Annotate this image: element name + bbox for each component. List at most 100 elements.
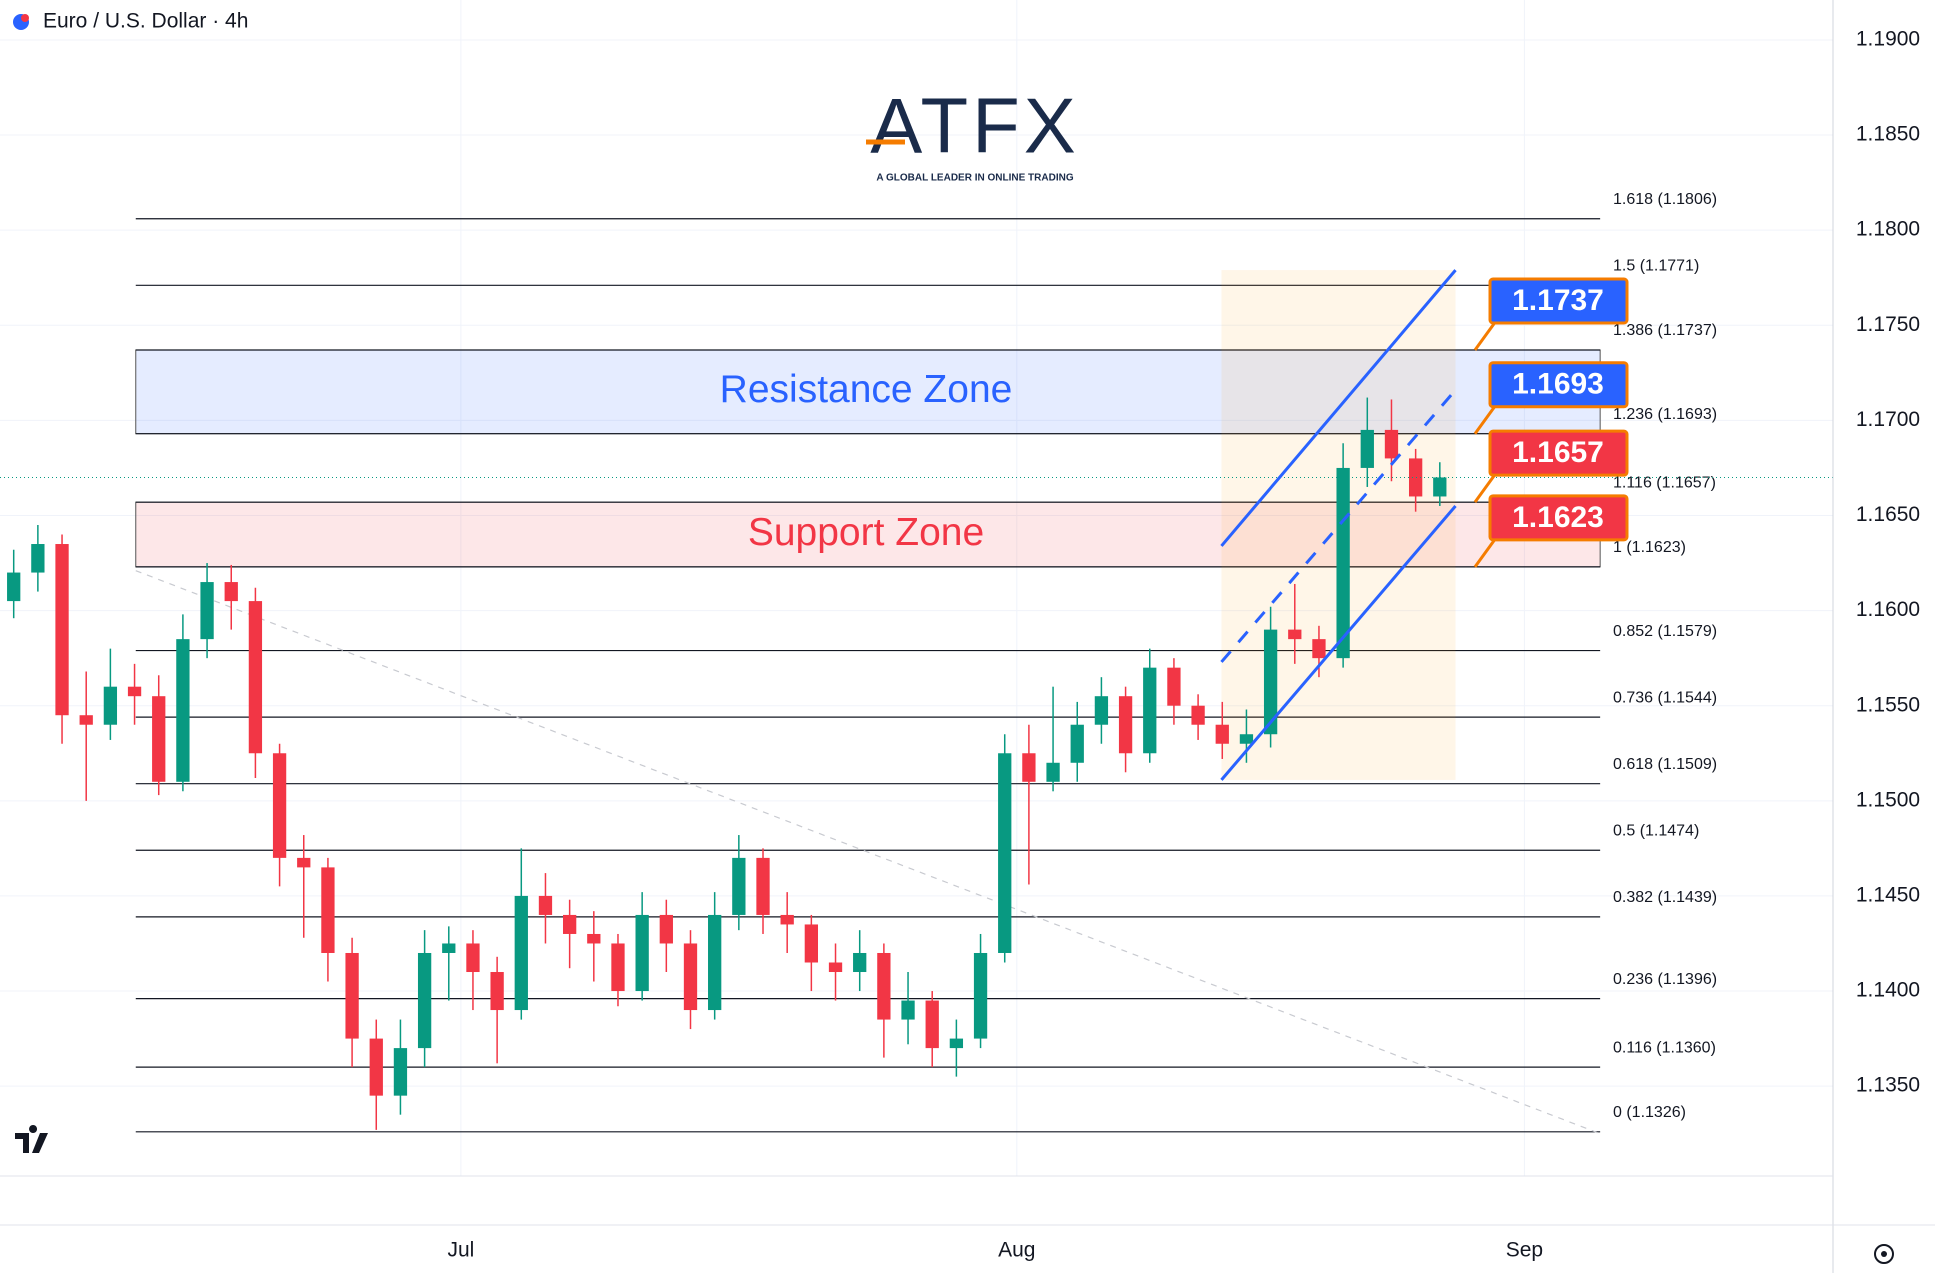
logo: ATFX xyxy=(870,82,1080,170)
trendline xyxy=(135,570,1601,1135)
candle-body xyxy=(152,696,166,782)
candle-body xyxy=(804,924,819,963)
y-tick-label: 1.1800 xyxy=(1856,218,1920,241)
fib-label: 1.618 (1.1806) xyxy=(1613,191,1717,208)
candle-body xyxy=(1022,753,1036,782)
candle-body xyxy=(297,857,311,868)
candle-body xyxy=(7,572,21,602)
candle-body xyxy=(176,639,190,782)
candle-body xyxy=(732,857,746,915)
candle-body xyxy=(1215,724,1229,744)
tv-logo xyxy=(15,1125,48,1153)
channel-line xyxy=(1220,505,1457,781)
candle-body xyxy=(248,601,263,754)
candle-body xyxy=(1408,458,1423,497)
candle-body xyxy=(1094,696,1109,725)
candle-body xyxy=(466,943,480,973)
candle-body xyxy=(901,1000,915,1020)
candle-body xyxy=(55,544,69,716)
candle-body xyxy=(780,914,794,925)
candle-body xyxy=(345,952,359,1039)
callout-box xyxy=(1488,494,1629,542)
y-tick-label: 1.1750 xyxy=(1856,313,1920,336)
callout-pointer xyxy=(1473,403,1498,435)
y-tick-label: 1.1400 xyxy=(1856,979,1920,1002)
candle-body xyxy=(1191,705,1205,725)
fib-label: 0.852 (1.1579) xyxy=(1613,623,1717,640)
candle-body xyxy=(1360,429,1374,468)
candle-body xyxy=(998,753,1012,953)
y-tick-label: 1.1700 xyxy=(1856,408,1920,431)
candle-body xyxy=(1336,467,1350,659)
candle-body xyxy=(1239,734,1254,744)
candle-body xyxy=(79,715,93,725)
fib-label: 1.386 (1.1737) xyxy=(1613,322,1717,339)
y-tick-label: 1.1550 xyxy=(1856,693,1920,716)
symbol-icon xyxy=(21,14,29,22)
candle-body xyxy=(1288,629,1302,640)
callout-box xyxy=(1488,277,1629,325)
callout-label: 1.1737 xyxy=(1512,284,1604,317)
channel-line xyxy=(1220,388,1457,663)
channel-line xyxy=(1220,269,1457,547)
candle-body xyxy=(828,962,843,973)
callout-box xyxy=(1488,361,1629,409)
candle-body xyxy=(562,914,577,934)
zone-label: Resistance Zone xyxy=(720,368,1013,411)
candle-body xyxy=(1384,429,1399,459)
candle-body xyxy=(417,952,432,1049)
y-tick-label: 1.1850 xyxy=(1856,123,1920,146)
candle-body xyxy=(442,943,456,953)
fib-label: 1.236 (1.1693) xyxy=(1613,406,1717,423)
candle-body xyxy=(1167,667,1181,706)
candle-body xyxy=(490,972,504,1011)
candle-body xyxy=(925,1000,939,1049)
callout-box xyxy=(1488,429,1629,477)
candle-body xyxy=(369,1038,383,1096)
candle-body xyxy=(1046,762,1060,782)
candle-body xyxy=(103,686,118,725)
candle-body xyxy=(538,895,553,915)
candle-body xyxy=(31,544,45,573)
candle-body xyxy=(1118,696,1133,754)
callout-label: 1.1657 xyxy=(1512,436,1604,469)
candle-body xyxy=(1143,667,1157,754)
settings-icon[interactable] xyxy=(1874,1244,1894,1264)
y-tick-label: 1.1650 xyxy=(1856,503,1920,526)
candle-body xyxy=(321,867,335,953)
candle-body xyxy=(708,914,722,1011)
fib-label: 1.5 (1.1771) xyxy=(1613,258,1699,275)
x-tick-label: Jul xyxy=(447,1239,474,1262)
candle-body xyxy=(973,952,988,1039)
candle-body xyxy=(1312,639,1326,659)
candle-body xyxy=(514,895,528,1011)
fib-label: 0.382 (1.1439) xyxy=(1613,889,1717,906)
candle-body xyxy=(949,1038,964,1049)
candle-body xyxy=(683,943,698,1011)
fib-label: 1.116 (1.1657) xyxy=(1613,474,1716,491)
y-tick-label: 1.1450 xyxy=(1856,883,1920,906)
candle-body xyxy=(393,1048,408,1096)
chart-title: Euro / U.S. Dollar · 4h xyxy=(43,10,248,33)
candle-body xyxy=(611,943,625,992)
candle-body xyxy=(272,753,287,858)
fib-label: 0 (1.1326) xyxy=(1613,1104,1686,1121)
zone-label: Support Zone xyxy=(748,511,984,554)
fib-label: 1 (1.1623) xyxy=(1613,539,1686,556)
candle-body xyxy=(587,933,601,944)
callout-label: 1.1693 xyxy=(1512,368,1604,401)
callout-pointer xyxy=(1473,320,1498,351)
callout-pointer xyxy=(1473,536,1498,568)
candle-body xyxy=(1070,724,1084,763)
candle-body xyxy=(127,686,142,697)
fib-label: 0.236 (1.1396) xyxy=(1613,971,1717,988)
candle-body xyxy=(756,857,770,915)
fib-label: 0.116 (1.1360) xyxy=(1613,1039,1716,1056)
callout-label: 1.1623 xyxy=(1512,501,1604,534)
candle-body xyxy=(1263,629,1278,735)
candle-body xyxy=(659,914,673,944)
candle-body xyxy=(635,914,649,992)
candle-body xyxy=(200,582,214,640)
